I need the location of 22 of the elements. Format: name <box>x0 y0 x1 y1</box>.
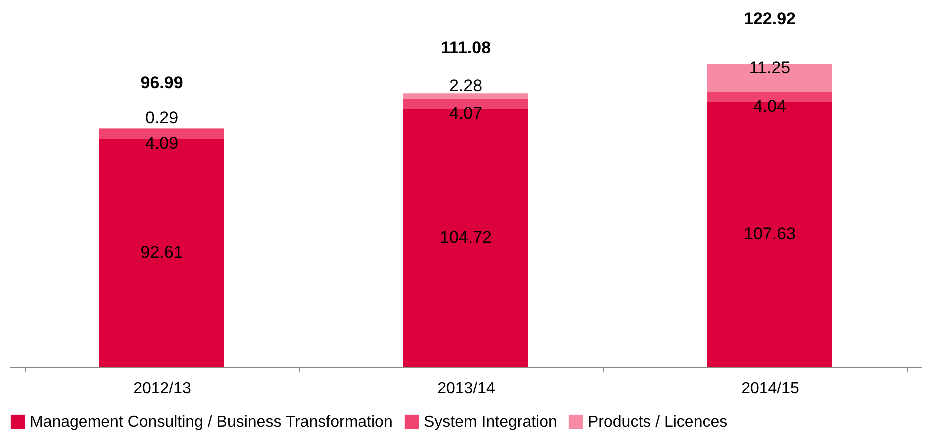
data-label: 0.29 <box>145 108 179 128</box>
data-label: 104.72 <box>440 228 492 248</box>
legend-label: Management Consulting / Business Transformation <box>30 414 393 431</box>
bar <box>404 109 528 367</box>
data-label: 11.25 <box>749 58 791 78</box>
x-tick-label: 2012/13 <box>134 380 192 398</box>
total-label: 111.08 <box>440 38 492 58</box>
bar <box>404 94 528 100</box>
total-label: 122.92 <box>744 9 796 28</box>
bar <box>708 102 832 367</box>
x-tick-label: 2014/15 <box>742 380 800 398</box>
total-label: 96.99 <box>140 73 184 92</box>
data-label: 107.63 <box>744 224 796 244</box>
data-label: 4.04 <box>753 97 787 116</box>
data-label: 4.09 <box>145 134 179 154</box>
bar <box>100 139 224 367</box>
data-label: 4.07 <box>449 104 483 124</box>
legend-label: System Integration <box>424 414 558 431</box>
legend-label: Products / Licences <box>588 414 728 431</box>
data-label: 92.61 <box>140 243 184 262</box>
data-label: 2.28 <box>449 76 483 96</box>
x-tick-label: 2013/14 <box>438 380 496 398</box>
